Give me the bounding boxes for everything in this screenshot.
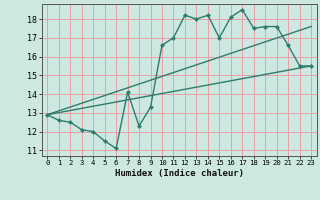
X-axis label: Humidex (Indice chaleur): Humidex (Indice chaleur) (115, 169, 244, 178)
